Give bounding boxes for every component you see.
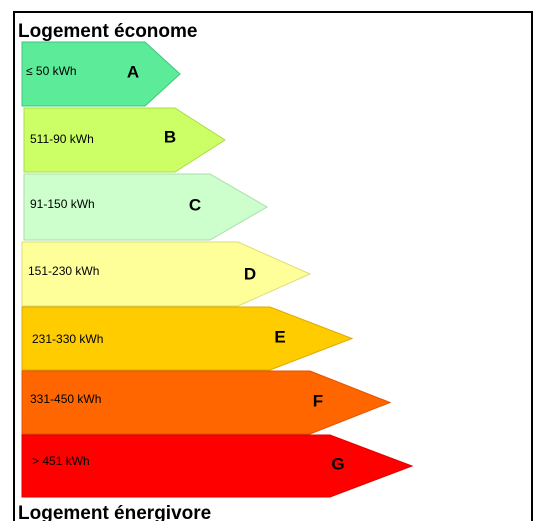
class-range: 91-150 kWh — [30, 197, 95, 211]
class-letter: G — [331, 454, 344, 473]
class-letter: B — [164, 127, 176, 146]
classes: ≤ 50 kWh A 511-90 kWh B 91-150 kWh C 151-230 k… — [21, 41, 414, 498]
class-letter: C — [189, 195, 201, 214]
class-arrow — [21, 306, 354, 371]
class-arrow — [21, 370, 392, 435]
class-range: ≤ 50 kWh — [26, 64, 77, 78]
class-letter: E — [274, 327, 285, 346]
class-range: 511-90 kWh — [30, 132, 94, 146]
class-range: 231-330 kWh — [32, 332, 103, 346]
class-letter: A — [127, 62, 139, 81]
class-arrow — [21, 41, 181, 107]
class-arrow — [21, 241, 312, 307]
class-arrow — [21, 434, 414, 498]
class-range: 331-450 kWh — [30, 392, 101, 406]
header-title: Logement économe — [18, 21, 197, 42]
class-arrow — [23, 107, 226, 173]
class-letter: D — [244, 264, 256, 283]
class-range: > 451 kWh — [32, 454, 90, 468]
class-arrow — [23, 173, 268, 241]
class-range: 151-230 kWh — [28, 264, 99, 278]
footer-title: Logement énergivore — [18, 503, 211, 521]
class-letter: F — [313, 391, 323, 410]
